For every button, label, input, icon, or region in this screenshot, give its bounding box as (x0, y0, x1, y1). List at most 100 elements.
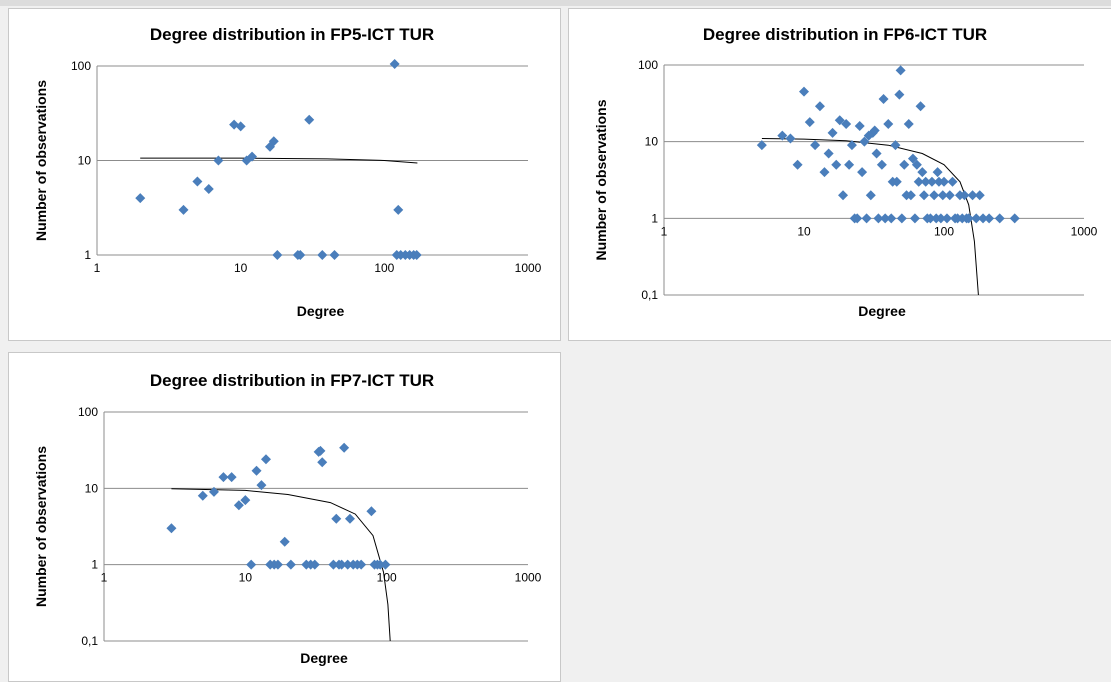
x-tick-label: 100 (377, 571, 397, 585)
top-toolbar-strip (0, 0, 1111, 6)
data-point (304, 114, 315, 125)
data-point (865, 190, 876, 201)
data-point (903, 118, 914, 129)
data-point (895, 65, 906, 76)
trendline (761, 138, 979, 296)
data-point (846, 140, 857, 151)
data-point (823, 148, 834, 159)
data-point (913, 176, 924, 187)
data-point (756, 140, 767, 151)
data-point (799, 86, 809, 97)
y-axis-title: Number of observations (33, 80, 49, 241)
data-point (197, 490, 208, 501)
data-point (135, 193, 146, 204)
data-point (891, 176, 902, 187)
x-tick-label: 1 (101, 571, 108, 585)
data-point (256, 480, 267, 491)
y-tick-label: 10 (78, 154, 92, 168)
data-point (279, 536, 290, 547)
data-point (295, 250, 306, 260)
data-point (375, 559, 386, 570)
chart-title: Degree distribution in FP6-ICT TUR (703, 25, 987, 44)
data-point (978, 213, 989, 224)
data-point (941, 213, 952, 224)
chart-title: Degree distribution in FP5-ICT TUR (150, 25, 434, 44)
y-tick-label: 1 (91, 558, 98, 572)
data-point (777, 130, 788, 141)
data-point (208, 486, 219, 497)
chart-fp5-svg: Degree distribution in FP5-ICT TUR 1 10 100… (33, 25, 542, 319)
y-tick-label: 1 (84, 248, 91, 262)
data-point (268, 136, 279, 147)
chart-title: Degree distribution in FP7-ICT TUR (150, 371, 434, 390)
data-point (939, 176, 949, 187)
data-point (317, 457, 328, 468)
data-point (920, 176, 931, 187)
data-point (896, 213, 907, 224)
data-point (336, 559, 347, 570)
data-point (863, 130, 874, 141)
x-axis-title: Degree (297, 303, 345, 319)
x-tick-label: 100 (934, 224, 954, 238)
data-point (247, 151, 258, 162)
chart-panel-fp5[interactable]: Degree distribution in FP5-ICT TUR 1 10 100… (8, 8, 561, 341)
y-axis-title: Number of observations (33, 446, 49, 607)
data-point (871, 148, 882, 159)
data-point (819, 167, 830, 178)
data-point (218, 472, 229, 483)
data-point (971, 213, 982, 224)
data-point (959, 190, 970, 201)
data-point (393, 204, 404, 215)
data-point (1009, 213, 1020, 224)
data-point (919, 190, 930, 201)
y-tick-label: 100 (71, 59, 91, 73)
data-point (315, 445, 326, 456)
chart-fp7-svg: Degree distribution in FP7-ICT TUR 0,1 1 10… (33, 371, 542, 666)
data-point (831, 159, 842, 170)
data-point (929, 190, 940, 201)
trendline (140, 157, 418, 164)
data-point (861, 213, 872, 224)
data-point (251, 465, 262, 476)
data-point (933, 176, 944, 187)
data-point (342, 559, 353, 570)
data-point (880, 213, 891, 224)
data-point (994, 213, 1005, 224)
x-axis-title: Degree (858, 303, 906, 319)
data-point (869, 125, 880, 136)
data-point (834, 115, 845, 126)
data-point (331, 513, 342, 524)
data-point (890, 140, 901, 151)
data-point (911, 159, 922, 170)
data-point (909, 213, 920, 224)
data-point (844, 159, 855, 170)
data-point (852, 213, 863, 224)
data-point (226, 472, 237, 483)
data-point (883, 118, 894, 129)
x-axis-title: Degree (300, 650, 348, 666)
data-point (272, 559, 283, 570)
data-point (854, 121, 865, 132)
data-point (886, 213, 897, 224)
data-point (873, 213, 884, 224)
chart-panel-fp6[interactable]: Degree distribution in FP6-ICT TUR 0,1 1 10… (568, 8, 1111, 341)
y-tick-label: 100 (638, 58, 658, 72)
data-point (947, 176, 958, 187)
x-tick-label: 1000 (515, 571, 542, 585)
data-point (235, 121, 246, 132)
y-tick-label: 0,1 (81, 634, 98, 648)
chart-panel-fp7[interactable]: Degree distribution in FP7-ICT TUR 0,1 1 10… (8, 352, 561, 682)
data-point (356, 559, 367, 570)
data-point (339, 442, 350, 453)
data-point (974, 190, 985, 201)
data-point (876, 159, 887, 170)
data-point (963, 213, 974, 224)
data-point (380, 559, 391, 570)
data-point (203, 183, 214, 194)
data-point (785, 133, 796, 144)
data-point (328, 559, 339, 570)
data-point (411, 250, 422, 260)
y-axis-title: Number of observations (593, 99, 609, 260)
data-point (841, 118, 852, 129)
trendline (171, 488, 391, 642)
